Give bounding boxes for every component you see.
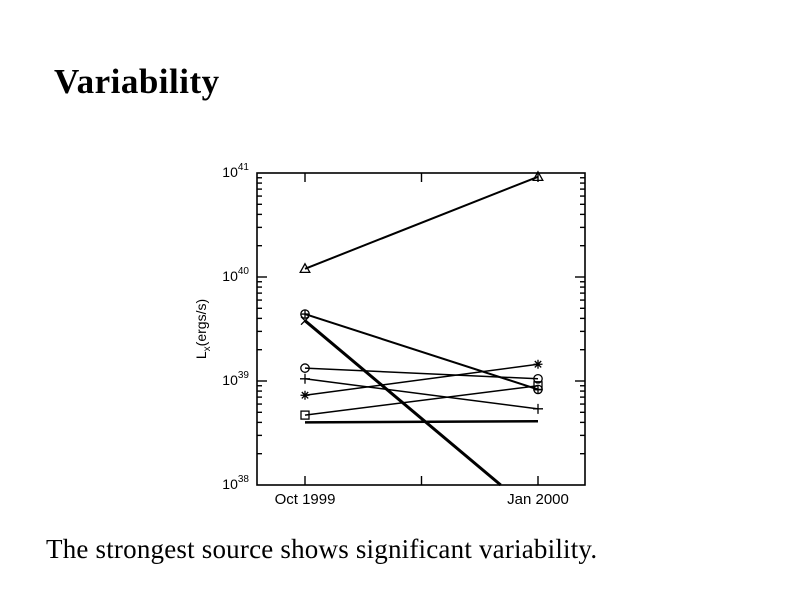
series-plus — [300, 373, 543, 414]
luminosity-variability-chart: 1041 1040 1039 1038 Oct 1999 Jan 2000 Lx(ergs/… — [170, 150, 610, 520]
series-asterisk — [300, 359, 543, 400]
plot-frame — [256, 172, 586, 486]
y-axis-label: Lx(ergs/s) — [193, 299, 213, 359]
page-title: Variability — [54, 62, 220, 101]
series-square — [300, 381, 543, 420]
y-tick-label: 1038 — [222, 474, 249, 492]
axis-ticks — [257, 173, 585, 485]
slide-caption: The strongest source shows significant v… — [46, 534, 598, 564]
series-none — [304, 420, 539, 424]
y-tick-label: 1039 — [222, 370, 249, 388]
x-tick-label: Jan 2000 — [507, 491, 569, 508]
y-tick-label: 1040 — [222, 266, 249, 284]
y-tick-label: 1041 — [222, 162, 249, 180]
series-triangle — [299, 170, 544, 274]
x-tick-label: Oct 1999 — [275, 491, 336, 508]
series-circle-plus — [300, 309, 543, 395]
series-circle — [300, 363, 543, 384]
chart-svg: 1041 1040 1039 1038 Oct 1999 Jan 2000 Lx(ergs/… — [193, 162, 586, 508]
